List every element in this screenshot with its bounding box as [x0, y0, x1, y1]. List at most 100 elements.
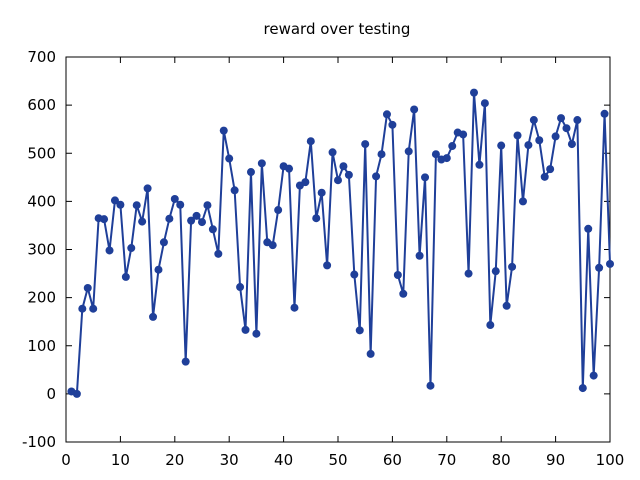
data-point: [339, 162, 348, 171]
data-point: [393, 271, 402, 280]
data-point: [127, 244, 136, 253]
data-point: [567, 140, 576, 149]
data-point: [600, 109, 609, 118]
data-point: [214, 249, 223, 258]
data-point: [110, 196, 119, 205]
data-point: [241, 325, 250, 334]
x-tick-label: 30: [220, 451, 239, 469]
data-point: [518, 197, 527, 206]
data-point: [334, 176, 342, 185]
y-tick-label: 100: [27, 337, 56, 355]
data-point: [350, 270, 359, 279]
x-tick-label: 40: [274, 451, 293, 469]
data-point: [89, 304, 98, 313]
data-point: [491, 267, 500, 276]
data-point: [83, 284, 92, 292]
data-point: [480, 99, 489, 108]
data-point: [317, 188, 326, 197]
data-point: [268, 241, 277, 250]
y-tick-label: -100: [22, 433, 56, 451]
data-point: [301, 178, 310, 187]
chart-title: reward over testing: [264, 20, 411, 38]
data-point: [208, 225, 217, 234]
data-point: [274, 206, 283, 215]
data-point: [159, 238, 168, 247]
x-tick-label: 20: [165, 451, 184, 469]
plot-frame: [65, 56, 611, 443]
data-point: [143, 184, 152, 193]
data-point: [562, 124, 571, 133]
data-point: [366, 349, 375, 358]
x-tick-label: 100: [596, 451, 625, 469]
axis-tick-labels: 0 10 20 30 40 50 60 70 80 90 100 -100 0 100 200 300 400 5…: [22, 48, 624, 469]
data-point: [459, 130, 468, 139]
data-point: [198, 218, 206, 227]
data-point: [138, 217, 147, 226]
data-point: [421, 173, 430, 182]
data-point: [551, 132, 560, 141]
data-point: [497, 141, 506, 150]
data-point: [540, 172, 549, 181]
data-point: [154, 265, 163, 274]
data-point: [372, 172, 381, 181]
data-point: [377, 150, 386, 159]
x-tick-label: 70: [437, 451, 456, 469]
data-point: [475, 160, 484, 169]
x-tick-label: 60: [383, 451, 402, 469]
x-tick-label: 10: [111, 451, 130, 469]
data-point: [285, 164, 294, 173]
data-point: [464, 269, 473, 278]
data-point: [595, 263, 604, 272]
data-point: [546, 165, 555, 174]
y-tick-label: 400: [27, 192, 56, 210]
data-point: [589, 371, 598, 380]
data-point: [236, 283, 245, 292]
x-tick-label: 90: [546, 451, 565, 469]
data-point: [513, 131, 522, 140]
data-point: [415, 251, 424, 260]
data-point: [78, 304, 87, 313]
data-point: [252, 329, 261, 338]
series-points: [67, 88, 614, 398]
data-point: [203, 201, 212, 210]
data-point: [323, 261, 332, 270]
y-tick-label: 600: [27, 96, 56, 114]
data-point: [486, 321, 495, 330]
data-point: [524, 141, 533, 150]
data-point: [399, 289, 408, 298]
data-point: [312, 214, 321, 223]
y-tick-label: 0: [46, 385, 56, 403]
data-point: [529, 116, 538, 125]
data-point: [355, 326, 364, 335]
data-point: [181, 357, 190, 366]
data-point: [361, 140, 370, 149]
data-point: [165, 214, 174, 223]
y-tick-label: 300: [27, 241, 56, 259]
data-point: [344, 170, 353, 179]
data-point: [470, 88, 478, 97]
data-point: [121, 272, 130, 281]
data-point: [410, 105, 419, 114]
data-point: [431, 150, 440, 159]
y-tick-label: 500: [27, 144, 56, 162]
data-point: [246, 168, 255, 177]
x-tick-label: 50: [328, 451, 347, 469]
data-point: [192, 211, 201, 220]
data-point: [105, 246, 114, 255]
data-point: [557, 114, 566, 123]
data-point: [230, 186, 239, 195]
data-point: [388, 120, 397, 129]
data-point: [606, 259, 614, 268]
data-point: [170, 194, 179, 203]
data-point: [100, 215, 109, 224]
data-point: [578, 384, 587, 393]
data-point: [502, 301, 511, 310]
data-point: [442, 154, 451, 163]
y-tick-label: 200: [27, 289, 56, 307]
data-point: [116, 200, 125, 209]
data-point: [508, 262, 517, 271]
axis-ticks: [65, 56, 611, 443]
y-tick-label: 700: [27, 48, 56, 66]
data-point: [72, 389, 81, 398]
